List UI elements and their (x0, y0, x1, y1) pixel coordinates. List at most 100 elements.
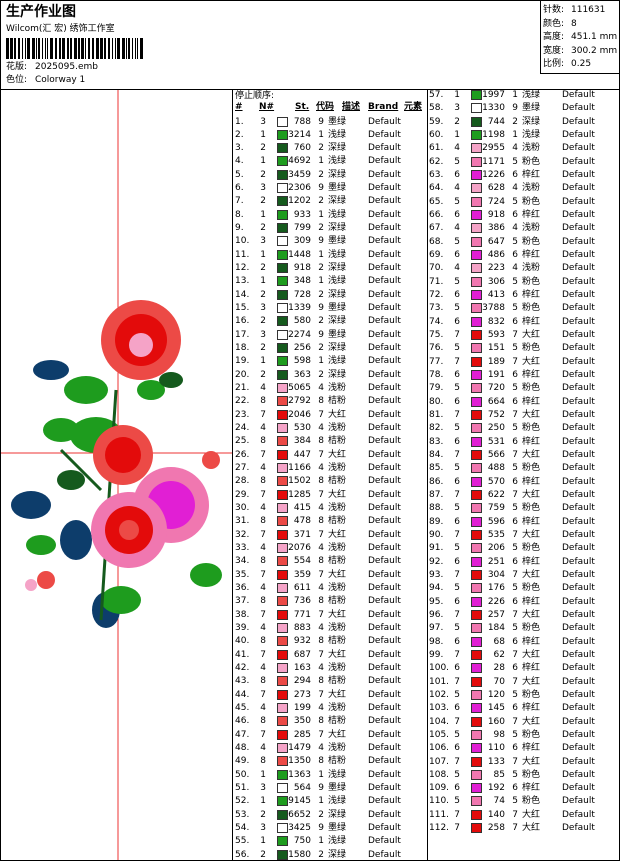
brand: Default (562, 303, 595, 314)
stitches: 413 (487, 289, 505, 300)
brand: Default (562, 583, 595, 594)
stitches: 285 (293, 729, 311, 740)
row-number: 99. (429, 649, 444, 660)
code: 5 (512, 303, 518, 314)
row-number: 9. (235, 223, 244, 234)
color-swatch (471, 156, 482, 167)
description: 粉色 (522, 769, 541, 780)
code: 4 (512, 223, 518, 234)
code: 6 (512, 289, 518, 300)
stitches: 9145 (288, 796, 311, 807)
stitches: 415 (293, 503, 311, 514)
stitches: 647 (487, 236, 505, 247)
description: 大红 (328, 489, 347, 500)
color-swatch (277, 729, 288, 740)
stitches: 799 (293, 223, 311, 234)
stitches: 140 (487, 809, 505, 820)
brand: Default (368, 663, 401, 674)
stitches: 554 (293, 556, 311, 567)
description: 粉色 (522, 156, 541, 167)
description: 大红 (522, 489, 541, 500)
code: 2 (318, 369, 324, 380)
needle: 4 (454, 143, 460, 154)
description: 浅粉 (522, 263, 541, 274)
description: 粉色 (522, 583, 541, 594)
row-number: 75. (429, 329, 444, 340)
design-preview (1, 90, 232, 860)
stitches: 384 (293, 436, 311, 447)
divider (232, 89, 233, 860)
description: 大红 (328, 409, 347, 420)
description: 墨绿 (328, 183, 347, 194)
code: 4 (318, 503, 324, 514)
needle: 6 (454, 436, 460, 447)
color-swatch (471, 223, 482, 234)
colorway: Colorway 1 (35, 75, 86, 85)
brand: Default (562, 436, 595, 447)
needle: 4 (260, 383, 266, 394)
brand: Default (368, 676, 401, 687)
needle: 8 (260, 436, 266, 447)
description: 桔粉 (328, 756, 347, 767)
brand: Default (368, 463, 401, 474)
brand: Default (368, 369, 401, 380)
needle: 5 (454, 423, 460, 434)
stitches: 191 (487, 369, 505, 380)
row-number: 29. (235, 489, 250, 500)
code: 6 (512, 316, 518, 327)
needle: 2 (260, 196, 266, 207)
color-swatch (471, 809, 482, 820)
row-number: 20. (235, 369, 250, 380)
code: 4 (512, 143, 518, 154)
description: 大红 (328, 649, 347, 660)
description: 粉色 (522, 236, 541, 247)
stitches: 759 (487, 503, 505, 514)
code: 8 (318, 676, 324, 687)
stitches: 192 (487, 783, 505, 794)
stitches: 350 (293, 716, 311, 727)
color-swatch (471, 343, 482, 354)
needle: 4 (260, 743, 266, 753)
color-swatch (277, 489, 288, 500)
code: 6 (512, 516, 518, 527)
code: 7 (512, 329, 518, 340)
color-swatch (277, 743, 288, 753)
stitches: 163 (293, 663, 311, 674)
row-number: 72. (429, 289, 444, 300)
stitches: 359 (293, 569, 311, 580)
color-swatch (277, 796, 288, 807)
row-number: 66. (429, 209, 444, 220)
needle: 2 (260, 223, 266, 234)
needle: 6 (454, 369, 460, 380)
brand: Default (562, 716, 595, 727)
needle: 5 (454, 796, 460, 807)
stitches: 736 (293, 596, 311, 607)
code: 2 (318, 223, 324, 234)
brand: Default (368, 356, 401, 367)
needle: 2 (260, 369, 266, 380)
row-number: 62. (429, 156, 444, 167)
needle: 5 (454, 196, 460, 207)
stitches: 3214 (288, 129, 311, 140)
description: 大红 (328, 569, 347, 580)
description: 深绿 (328, 196, 347, 207)
brand: Default (562, 503, 595, 514)
brand: Default (562, 356, 595, 367)
brand: Default (562, 316, 595, 327)
needle: 7 (260, 609, 266, 620)
code: 4 (318, 743, 324, 753)
needle: 6 (454, 636, 460, 647)
code: 1 (512, 129, 518, 140)
info-value: 300.2 mm (571, 45, 618, 56)
needle: 8 (260, 716, 266, 727)
description: 浅粉 (522, 223, 541, 234)
color-swatch (277, 676, 288, 687)
stitches: 3425 (288, 822, 311, 833)
row-number: 58. (429, 103, 444, 114)
description: 浅绿 (328, 356, 347, 367)
color-swatch (471, 649, 482, 660)
stitches: 883 (293, 623, 311, 634)
needle: 7 (260, 489, 266, 500)
description: 桔粉 (328, 516, 347, 527)
brand: Default (368, 223, 401, 234)
